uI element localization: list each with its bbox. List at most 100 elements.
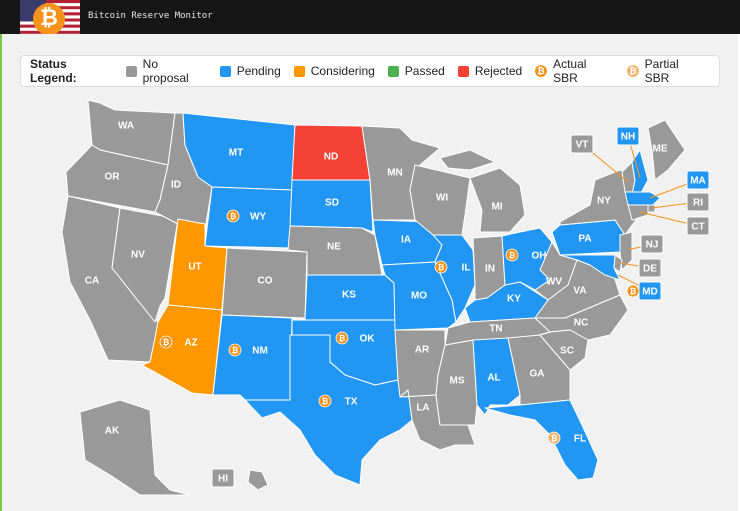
top-bar: ₿ Bitcoin Reserve Monitor	[0, 0, 740, 40]
state-label-hi: HI	[218, 474, 228, 485]
bitcoin-icon: ₿	[335, 331, 349, 345]
accent-bar	[0, 34, 2, 511]
state-label-ct: CT	[691, 222, 704, 233]
svg-text:₿: ₿	[630, 287, 637, 296]
state-shape-sc[interactable]	[539, 329, 589, 371]
legend-item-pending: Pending	[219, 64, 281, 78]
legend-item-no-proposal: No proposal	[125, 57, 207, 85]
state-label-nc: NC	[574, 318, 588, 329]
state-box-ct[interactable]	[686, 216, 710, 236]
legend-swatch	[457, 65, 469, 77]
state-box-vt[interactable]	[570, 134, 594, 154]
state-shape-nm[interactable]	[212, 314, 293, 401]
bitcoin-partial-icon: ₿	[626, 65, 639, 77]
state-label-wv: WV	[546, 277, 562, 288]
legend-swatch	[293, 65, 305, 77]
state-box-ri[interactable]	[686, 192, 710, 212]
svg-text:₿: ₿	[629, 66, 636, 77]
state-shape-ri[interactable]	[647, 204, 656, 213]
state-label-nh: NH	[621, 132, 635, 143]
bitcoin-icon: ₿	[226, 209, 240, 223]
state-box-de[interactable]	[638, 258, 662, 278]
state-label-or: OR	[105, 172, 121, 183]
bitcoin-icon: ₿	[626, 284, 640, 298]
state-label-ma: MA	[690, 176, 706, 187]
legend-label: Considering	[310, 64, 375, 78]
state-shape-nj[interactable]	[619, 231, 633, 271]
legend-swatch	[219, 65, 231, 77]
app-title: Bitcoin Reserve Monitor	[88, 11, 213, 21]
state-label-co: CO	[258, 276, 273, 287]
state-box-nh[interactable]	[616, 126, 640, 146]
state-label-ak: AK	[105, 426, 120, 437]
state-label-me: ME	[653, 144, 668, 155]
state-box-nj[interactable]	[640, 234, 664, 254]
state-shape-wy[interactable]	[204, 186, 293, 249]
state-label-nv: NV	[131, 250, 145, 261]
state-label-mn: MN	[387, 168, 403, 179]
state-label-mo: MO	[411, 291, 427, 302]
bitcoin-icon: ₿	[318, 394, 332, 408]
legend-label: Actual SBR	[553, 57, 587, 85]
state-shape-sd[interactable]	[289, 179, 374, 233]
state-shape-ct[interactable]	[627, 204, 649, 221]
state-label-ne: NE	[327, 242, 341, 253]
state-label-ga: GA	[530, 369, 545, 380]
state-shape-il[interactable]	[432, 234, 476, 323]
bitcoin-icon: ₿	[159, 335, 173, 349]
state-label-ms: MS	[450, 376, 465, 387]
state-shape-ak[interactable]	[79, 399, 191, 496]
legend-item-considering: Considering	[293, 64, 375, 78]
state-label-pa: PA	[578, 234, 591, 245]
legend-label: Partial SBR	[644, 57, 679, 85]
legend-label: Rejected	[474, 64, 523, 78]
legend-swatch	[125, 65, 137, 77]
state-label-ut: UT	[188, 262, 201, 273]
state-label-de: DE	[643, 264, 657, 275]
state-label-mt: MT	[229, 148, 243, 159]
state-shape-md[interactable]	[559, 254, 621, 281]
state-label-in: IN	[485, 264, 495, 275]
state-label-fl: FL	[574, 434, 586, 445]
state-shape-fl[interactable]	[484, 399, 599, 481]
state-label-oh: OH	[532, 251, 547, 262]
state-label-wa: WA	[118, 121, 134, 132]
state-box-ma[interactable]	[686, 170, 710, 190]
svg-text:₿: ₿	[538, 66, 545, 77]
state-box-hi[interactable]	[211, 468, 235, 488]
state-label-tx: TX	[345, 397, 358, 408]
state-label-nj: NJ	[646, 240, 659, 251]
bitcoin-icon: ₿	[535, 65, 548, 77]
svg-text:₿: ₿	[232, 346, 239, 355]
legend-label: Passed	[404, 64, 445, 78]
state-shape-me[interactable]	[647, 119, 686, 181]
state-label-sc: SC	[560, 346, 574, 357]
state-label-ca: CA	[85, 276, 99, 287]
status-legend: Status Legend: No proposal Pending Consi…	[20, 55, 720, 87]
state-label-va: VA	[573, 286, 586, 297]
svg-text:₿: ₿	[339, 334, 346, 343]
state-label-ia: IA	[401, 235, 411, 246]
state-label-ks: KS	[342, 290, 356, 301]
bitcoin-icon: ₿	[228, 343, 242, 357]
state-shape-ma[interactable]	[624, 191, 661, 207]
bitcoin-icon: ₿	[505, 248, 519, 262]
svg-text:₿: ₿	[230, 212, 237, 221]
legend-label: No proposal	[142, 57, 189, 85]
legend-label: Pending	[236, 64, 281, 78]
svg-text:₿: ₿	[509, 251, 516, 260]
legend-item-rejected: Rejected	[457, 64, 523, 78]
state-shape-mi[interactable]	[439, 149, 526, 233]
svg-text:₿: ₿	[438, 263, 445, 272]
state-label-mi: MI	[491, 202, 502, 213]
state-label-wy: WY	[250, 212, 266, 223]
state-shape-hi[interactable]	[247, 469, 269, 491]
state-label-sd: SD	[325, 198, 339, 209]
state-label-az: AZ	[184, 338, 197, 349]
legend-swatch	[387, 65, 399, 77]
svg-text:₿: ₿	[163, 338, 170, 347]
svg-text:₿: ₿	[322, 397, 329, 406]
state-shape-tx[interactable]	[244, 334, 413, 486]
svg-text:₿: ₿	[551, 434, 558, 443]
